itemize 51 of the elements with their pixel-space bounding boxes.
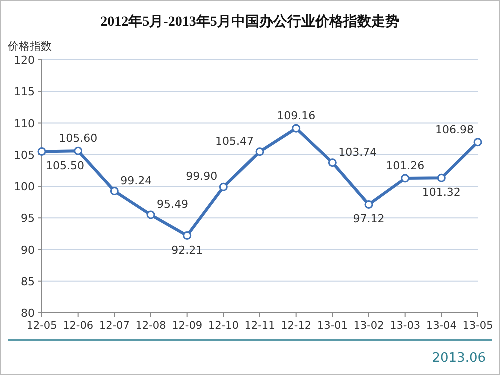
x-tick-label: 13-05 [462, 320, 494, 332]
point [110, 187, 119, 196]
point [183, 232, 192, 240]
y-axis-title: 价格指数 [7, 40, 52, 53]
x-tick-label: 12-06 [63, 320, 94, 332]
data-label: 105.47 [216, 134, 254, 148]
point [146, 210, 156, 220]
point [437, 174, 446, 182]
point [38, 147, 46, 156]
point [292, 124, 301, 133]
point [219, 182, 228, 192]
data-label: 101.32 [422, 186, 461, 200]
data-label: 101.26 [386, 160, 425, 173]
text: 2013.06 [432, 351, 486, 366]
x-tick-label: 12-09 [172, 320, 203, 332]
y-tick-label: 120 [14, 54, 35, 67]
y-tick-label: 105 [14, 148, 35, 162]
x-tick-label: 13-01 [317, 320, 348, 332]
y-tick-label: 100 [14, 180, 35, 194]
y-tick-label: 95 [21, 212, 35, 226]
data-label: 106.98 [436, 123, 474, 136]
x-tick-label: 12-08 [136, 320, 166, 332]
y-tick-label: 115 [14, 86, 35, 99]
x-tick-label: 12-11 [244, 320, 276, 332]
data-label: 105.60 [59, 132, 98, 146]
point [256, 148, 264, 156]
data-label: 95.49 [157, 198, 188, 212]
data-label: 99.90 [186, 170, 218, 184]
x-tick-label: 13-02 [354, 320, 384, 332]
data-label: 97.12 [353, 212, 385, 226]
x-tick-label: 13-03 [390, 320, 421, 332]
point [328, 158, 337, 168]
y-tick-label: 85 [21, 275, 35, 288]
data-label: 105.50 [46, 160, 84, 173]
x-tick-label: 12-07 [99, 320, 130, 332]
data-label: 103.74 [338, 146, 378, 159]
data-label: 99.24 [120, 174, 152, 188]
data-label: 109.16 [277, 110, 316, 123]
y-tick-label: 110 [14, 117, 35, 130]
x-tick-label: 12-10 [208, 320, 239, 332]
y-tick-label: 90 [21, 244, 35, 257]
x-tick-label: 13-04 [426, 320, 458, 332]
y-tick-label: 80 [21, 307, 35, 320]
x-tick-label: 12-05 [26, 320, 58, 332]
x-tick-label: 12-12 [281, 320, 312, 332]
point [364, 200, 374, 209]
point [74, 146, 83, 156]
chart-title: 2012年5月-2013年5月中国办公行业价格指数走势 [100, 14, 400, 30]
point [401, 174, 410, 183]
point [474, 138, 482, 147]
data-label: 92.21 [172, 244, 204, 257]
